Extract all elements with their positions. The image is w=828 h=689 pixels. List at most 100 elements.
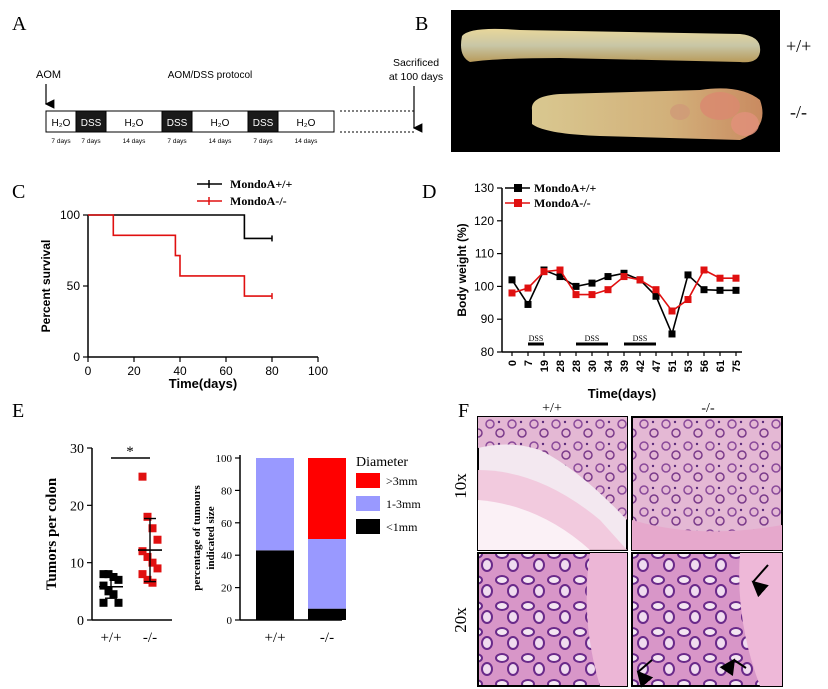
e2-y-tick-label: 100 [216,453,233,465]
tumour-mass [731,112,759,136]
e2-x-tick-label: -/- [320,630,334,646]
e1-data-point [104,570,113,579]
histo-col-label-ko: -/- [701,401,715,416]
d-weight-point [604,273,612,281]
d-weight-point [508,289,516,297]
d-x-tick-label: 51 [667,360,679,372]
e1-data-point [138,547,147,556]
histology-image-wt-10x [477,416,628,551]
c-legend-label-ko: MondoA-/- [230,194,287,208]
d-weight-point [572,291,580,299]
d-weight-point [732,274,740,282]
d-y-tick-label: 120 [474,214,494,228]
d-y-axis-label: Body weight (%) [455,223,469,316]
d-x-axis-label: Time(days) [588,386,656,401]
d-weight-point [588,279,596,287]
e2-legend-swatch [356,519,380,534]
d-dss-label: DSS [633,334,648,343]
panel-label-c: C [12,181,25,203]
protocol-timeline: H₂O 7 days DSS 7 days H₂O 14 days DSS 7 days H₂O… [45,110,335,145]
panel-e-tumor-count-chart: 0 10 20 30 +/+ -/- Tumors per colon * [44,442,172,646]
e1-data-point [114,598,123,607]
c-x-tick-label: 80 [265,364,279,378]
d-x-tick-label: 53 [683,360,695,372]
d-weight-point [700,266,708,274]
panel-b-colon-photo: +/+ -/- [451,10,811,152]
e2-y-tick-label: 20 [221,583,233,595]
significance-star: * [126,444,134,460]
panel-label-d: D [422,181,436,203]
e1-y-tick-label: 20 [70,499,84,514]
e2-legend-label: <1mm [386,520,418,534]
e2-y-tick-label: 40 [221,550,233,562]
panel-label-f: F [458,400,469,422]
panel-d-weight-chart: 80 90 100 110 120 130 0 7 19 28 28 30 34 39 42 47 51 53 56… [455,181,743,401]
d-y-tick-label: 130 [474,181,494,195]
d-weight-point [556,273,564,281]
e1-data-point [109,573,118,581]
photo-label-wt: +/+ [786,36,811,56]
d-weight-point [716,286,724,294]
c-survival-line-wt [88,214,272,240]
e1-data-point [138,570,147,579]
protocol-segment-days: 7 days [81,138,101,145]
d-weight-point [732,286,740,294]
c-x-tick-label: 40 [173,364,187,378]
e1-data-point [104,587,113,596]
histology-image-wt-20x [477,552,628,687]
d-weight-point [620,273,628,281]
d-legend-marker-wt [514,184,522,192]
d-weight-point [524,300,532,308]
d-legend-label-ko: MondoA-/- [534,196,591,210]
protocol-segment [277,110,335,133]
d-weight-point [716,274,724,282]
d-weight-point [572,282,580,290]
protocol-segment-label: H₂O [52,118,71,129]
e1-data-point [153,564,162,573]
protocol-segment-label: H₂O [211,118,230,129]
e1-x-tick-label: -/- [143,630,157,646]
e2-legend-label: 1-3mm [386,497,421,511]
d-weight-point [684,271,692,279]
e1-data-point [114,575,123,584]
d-y-tick-label: 80 [481,345,495,359]
e1-x-tick-label: +/+ [100,630,121,646]
protocol-segment-days: 14 days [295,138,319,145]
d-x-tick-label: 39 [619,360,631,372]
e1-data-point [99,598,108,607]
tumour-mass [700,92,740,120]
sacrificed-line-2: at 100 days [389,71,443,83]
e2-y-tick-label: 60 [221,518,233,530]
panel-label-e: E [12,400,24,422]
d-weight-point [668,330,676,338]
d-x-tick-label: 30 [587,360,599,372]
d-x-tick-label: 75 [731,360,743,372]
d-x-tick-label: 42 [635,360,647,372]
panel-c-survival-chart: 0 20 40 60 80 100 0 50 100 Percent survival Time… [39,177,328,391]
d-x-tick-label: 19 [539,360,551,372]
e2-bar-segment [308,458,346,539]
histo-row-label-20x: 20x [451,607,470,633]
d-weight-point [636,276,644,284]
d-x-tick-label: 7 [523,360,535,366]
d-x-tick-label: 56 [699,360,711,372]
protocol-segment-days: 7 days [253,138,273,145]
e1-data-point [143,552,152,561]
protocol-segment-label: H₂O [125,118,144,129]
e2-legend-swatch [356,496,380,511]
d-x-tick-label: 47 [651,360,663,372]
d-x-tick-label: 61 [715,360,727,372]
d-legend-label-wt: MondoA+/+ [534,181,597,195]
c-y-tick-label: 50 [67,279,81,293]
protocol-segment-days: 14 days [123,138,147,145]
d-weight-point [588,291,596,299]
protocol-segment-days: 7 days [51,138,71,145]
e2-legend: >3mm 1-3mm <1mm [356,473,421,534]
d-weight-point [604,286,612,294]
e1-data-point [138,472,147,481]
arrow-icon [751,564,769,598]
e1-y-tick-label: 0 [77,614,84,629]
d-weight-point [652,286,660,294]
e2-legend-title: Diameter [356,455,408,470]
e1-data-point [99,570,108,579]
